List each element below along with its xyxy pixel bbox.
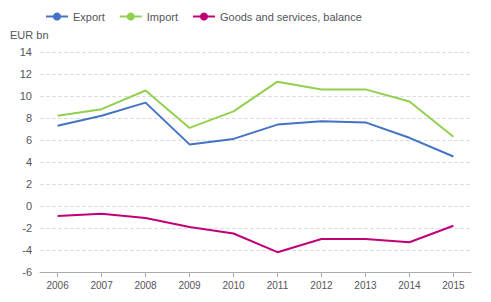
svg-text:14: 14: [20, 46, 32, 58]
svg-text:2007: 2007: [90, 280, 113, 291]
svg-text:6: 6: [26, 134, 32, 146]
svg-text:2: 2: [26, 178, 32, 190]
svg-text:12: 12: [20, 68, 32, 80]
svg-text:Export: Export: [73, 11, 105, 23]
svg-text:2012: 2012: [310, 280, 333, 291]
svg-text:2015: 2015: [442, 280, 465, 291]
svg-text:-2: -2: [22, 222, 32, 234]
svg-text:4: 4: [26, 156, 32, 168]
svg-text:2008: 2008: [134, 280, 157, 291]
svg-text:2009: 2009: [178, 280, 201, 291]
svg-text:Import: Import: [147, 11, 178, 23]
svg-text:8: 8: [26, 112, 32, 124]
svg-text:Goods and services, balance: Goods and services, balance: [220, 11, 362, 23]
svg-text:-4: -4: [22, 244, 32, 256]
svg-text:2006: 2006: [46, 280, 69, 291]
svg-text:2010: 2010: [222, 280, 245, 291]
svg-text:EUR bn: EUR bn: [10, 29, 49, 41]
svg-text:-6: -6: [22, 266, 32, 278]
svg-text:0: 0: [26, 200, 32, 212]
svg-text:2013: 2013: [354, 280, 377, 291]
svg-text:2011: 2011: [267, 280, 289, 291]
svg-text:10: 10: [20, 90, 32, 102]
svg-text:2014: 2014: [398, 280, 421, 291]
